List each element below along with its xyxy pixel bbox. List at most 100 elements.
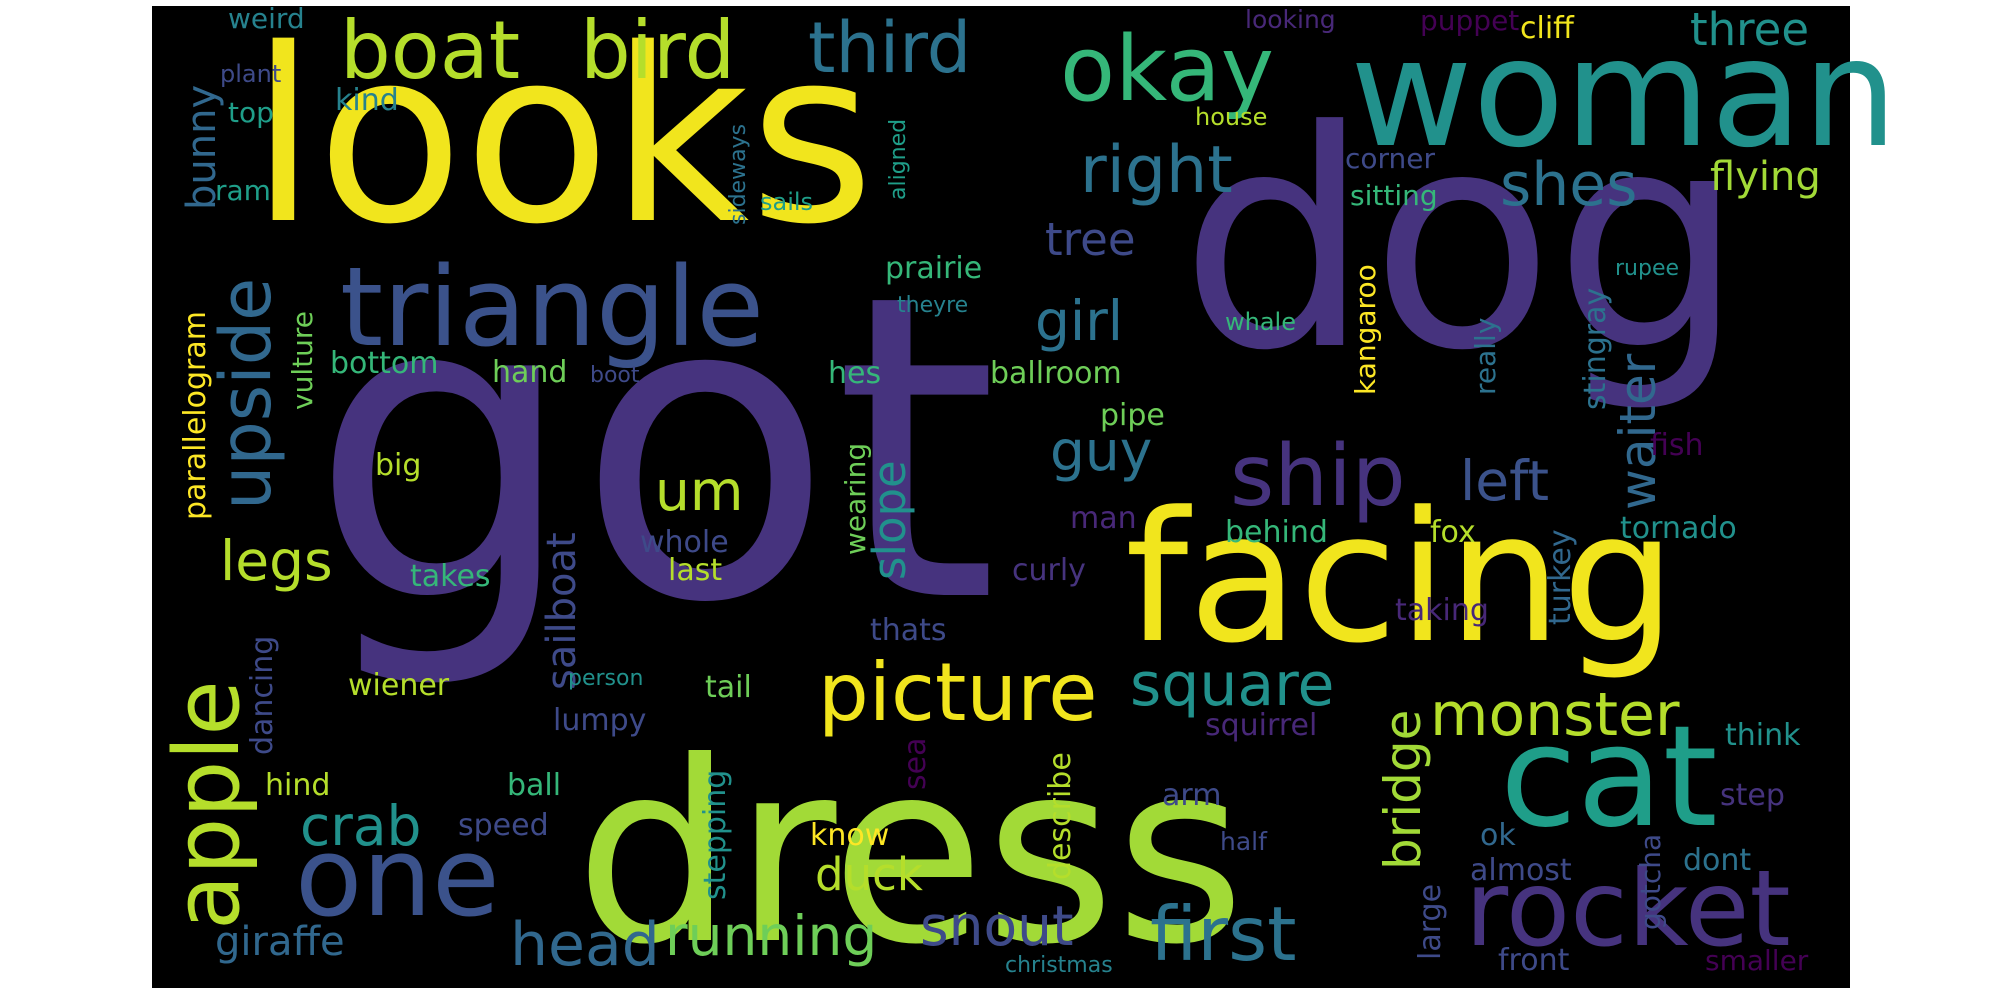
cloud-word-ballroom: ballroom: [990, 356, 1122, 391]
cloud-word-pipe: pipe: [1100, 398, 1165, 433]
cloud-word-boat: boat: [340, 4, 520, 97]
cloud-word-kind: kind: [335, 83, 399, 118]
cloud-word-theyre: theyre: [897, 293, 968, 318]
cloud-word-speed: speed: [458, 808, 549, 843]
cloud-word-wiener: wiener: [348, 668, 450, 703]
cloud-word-giraffe: giraffe: [215, 919, 345, 965]
cloud-word-whale: whale: [1225, 308, 1296, 336]
cloud-word-vulture: vulture: [286, 311, 319, 410]
cloud-word-cliff: cliff: [1520, 11, 1575, 46]
cloud-word-hind: hind: [265, 768, 330, 803]
word-cloud-words: got dog looks dress woman facing triangle catro…: [155, 0, 1898, 999]
cloud-word-snout: snout: [920, 894, 1074, 958]
cloud-word-facing: facing: [1125, 474, 1676, 683]
cloud-word-guy: guy: [1050, 419, 1152, 483]
cloud-word-flying: flying: [1710, 154, 1821, 200]
cloud-word-bottom: bottom: [330, 346, 439, 381]
cloud-word-fish: fish: [1650, 428, 1704, 463]
cloud-word-got: got: [310, 206, 998, 695]
cloud-word-ball: ball: [507, 768, 561, 803]
cloud-word-person: person: [568, 666, 643, 691]
cloud-word-parallelogram: parallelogram: [178, 311, 213, 520]
cloud-word-bird: bird: [580, 4, 735, 97]
cloud-word-almost: almost: [1470, 853, 1572, 888]
cloud-word-arm: arm: [1162, 778, 1221, 813]
cloud-word-fox: fox: [1430, 515, 1476, 550]
cloud-word-triangle: triangle: [340, 243, 764, 371]
cloud-word-plant: plant: [220, 60, 281, 88]
cloud-word-girl: girl: [1035, 289, 1123, 353]
cloud-word-first: first: [1150, 890, 1297, 978]
cloud-word-christmas: christmas: [1005, 953, 1113, 978]
cloud-word-lumpy: lumpy: [553, 703, 646, 738]
cloud-word-sailboat: sailboat: [539, 532, 585, 690]
cloud-word-corner: corner: [1345, 142, 1436, 175]
cloud-word-left: left: [1460, 449, 1549, 513]
cloud-word-last: last: [668, 553, 722, 588]
cloud-word-wearing: wearing: [839, 443, 872, 555]
cloud-word-sideways: sideways: [726, 124, 751, 225]
cloud-word-um: um: [655, 459, 743, 523]
cloud-word-weird: weird: [228, 2, 305, 35]
cloud-word-apple: apple: [155, 680, 260, 930]
cloud-word-dont: dont: [1683, 843, 1751, 878]
cloud-word-crab: crab: [300, 794, 421, 858]
cloud-word-upside: upside: [205, 278, 287, 510]
cloud-word-tail: tail: [705, 670, 752, 705]
cloud-word-gotcha: gotcha: [1634, 834, 1667, 930]
cloud-word-duck: duck: [815, 848, 923, 901]
cloud-word-big: big: [375, 448, 421, 483]
cloud-word-sails: sails: [760, 188, 813, 216]
cloud-word-smaller: smaller: [1705, 944, 1809, 977]
cloud-word-ship: ship: [1230, 427, 1406, 526]
cloud-word-turkey: turkey: [1543, 529, 1578, 625]
cloud-word-square: square: [1130, 650, 1334, 720]
word-cloud-background: [152, 6, 1850, 988]
cloud-word-third: third: [808, 7, 971, 89]
cloud-word-curly: curly: [1012, 553, 1086, 588]
cloud-word-aligned: aligned: [886, 119, 911, 200]
cloud-word-bunny: bunny: [179, 85, 225, 210]
cloud-word-step: step: [1720, 778, 1785, 813]
cloud-word-right: right: [1080, 133, 1233, 208]
cloud-word-picture: picture: [818, 646, 1097, 739]
cloud-word-ram: ram: [215, 174, 271, 207]
cloud-word-okay: okay: [1060, 17, 1274, 122]
cloud-word-takes: takes: [410, 559, 491, 594]
cloud-word-tree: tree: [1045, 213, 1136, 266]
cloud-word-know: know: [810, 818, 889, 853]
cloud-word-taking: taking: [1395, 593, 1489, 628]
cloud-word-monster: monster: [1430, 680, 1680, 750]
cloud-word-hes: hes: [828, 356, 881, 391]
cloud-word-stingray: stingray: [1578, 288, 1613, 410]
cloud-word-woman: woman: [1350, 7, 1898, 181]
cloud-word-rocket: rocket: [1465, 848, 1791, 970]
cloud-word-kangaroo: kangaroo: [1349, 264, 1382, 395]
cloud-word-describe: describe: [1043, 752, 1078, 880]
cloud-word-house: house: [1195, 103, 1267, 131]
cloud-word-front: front: [1498, 943, 1570, 978]
cloud-word-half: half: [1220, 827, 1268, 856]
cloud-word-waiter: waiter: [1609, 353, 1667, 510]
cloud-word-behind: behind: [1225, 515, 1328, 550]
cloud-word-large: large: [1413, 884, 1448, 960]
cloud-word-boot: boot: [590, 363, 640, 388]
cloud-word-slope: slope: [863, 460, 916, 580]
cloud-word-think: think: [1725, 718, 1801, 753]
cloud-word-one: one: [295, 813, 500, 941]
cloud-word-rupee: rupee: [1615, 256, 1679, 281]
cloud-word-three: three: [1690, 3, 1809, 56]
cloud-word-prairie: prairie: [885, 251, 982, 286]
cloud-word-tornado: tornado: [1620, 511, 1737, 546]
cloud-word-dog: dog: [1180, 67, 1744, 416]
cloud-word-dress: dress: [575, 708, 1245, 999]
cloud-word-puppet: puppet: [1420, 4, 1519, 37]
cloud-word-cat: cat: [1500, 696, 1718, 859]
cloud-word-bridge: bridge: [1374, 710, 1432, 870]
cloud-word-legs: legs: [220, 529, 333, 593]
cloud-word-squirrel: squirrel: [1205, 708, 1317, 743]
cloud-word-ok: ok: [1480, 818, 1516, 853]
cloud-word-man: man: [1070, 501, 1137, 536]
cloud-word-hand: hand: [492, 355, 567, 390]
